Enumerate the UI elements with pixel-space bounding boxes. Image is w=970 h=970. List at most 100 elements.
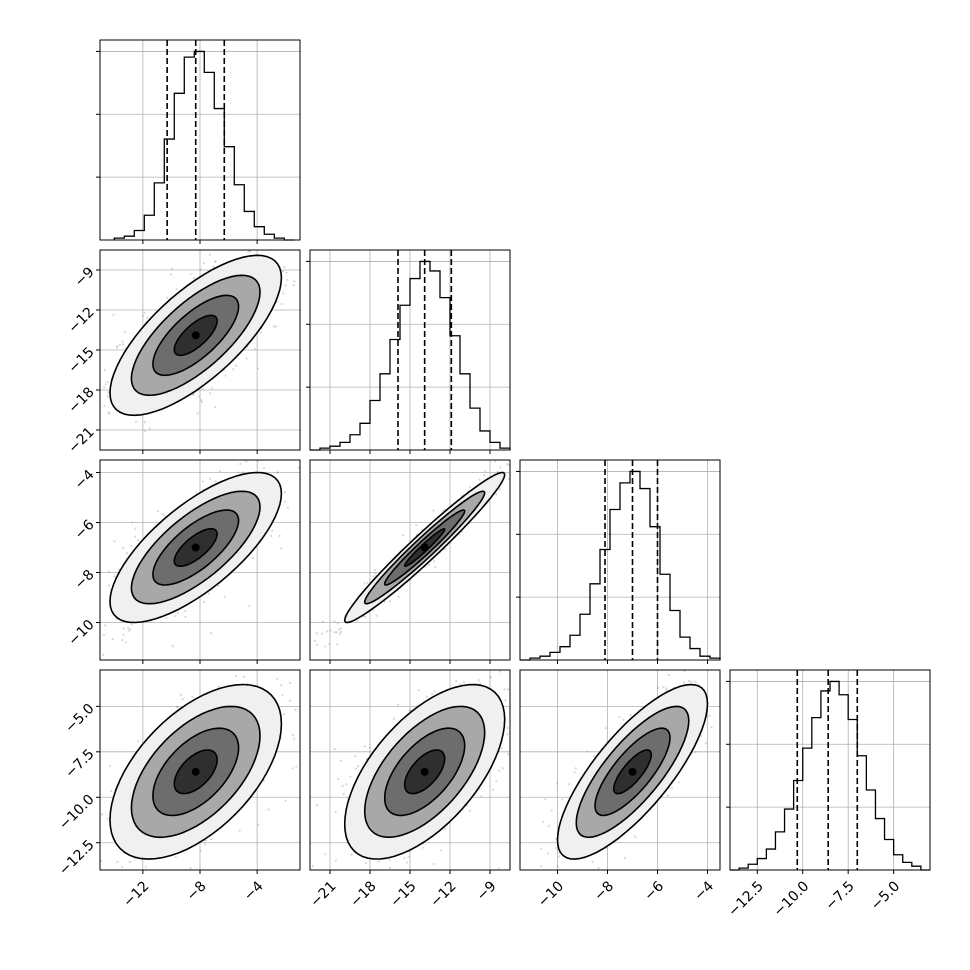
pair-3-2-sample (708, 714, 711, 717)
pair-3-0-sample (93, 776, 95, 778)
pair-1-0-sample (108, 412, 111, 415)
pair-3-2-sample (540, 886, 542, 888)
yaxis-1-label-2: −15 (65, 344, 97, 376)
pair-3-1-sample (342, 793, 345, 796)
pair-3-1-sample (339, 759, 342, 762)
pair-2-1-sample (434, 566, 437, 569)
pair-3-0-sample (294, 708, 297, 711)
pair-2-1-sample (366, 581, 369, 584)
pair-1-0-sample (107, 411, 110, 414)
pair-2-1-sample (427, 563, 430, 566)
pair-2-0-sample (278, 534, 281, 537)
pair-1-0-sample (280, 302, 283, 306)
pair-1-0-sample (106, 394, 109, 398)
pair-3-1-sample (498, 769, 501, 772)
pair-2-1-sample (432, 560, 436, 563)
pair-3-0-sample (109, 764, 112, 767)
pair-1-0-sample (148, 427, 151, 430)
pair-3-0-sample (242, 675, 246, 678)
pair-1-0-sample (134, 420, 138, 424)
pair-3-2-sample (593, 754, 596, 758)
pair-3-0-sample (144, 865, 147, 868)
pair-2-1-sample (421, 528, 424, 531)
pair-1-0-sample (245, 357, 248, 360)
pair-2-1-sample (374, 572, 377, 575)
xaxis-2-label-1: −8 (591, 878, 617, 904)
pair-3-0-sample (203, 843, 207, 846)
pair-2-0-sample (92, 603, 94, 605)
pair-2-1-sample (506, 463, 509, 466)
pair-3-1-sample (354, 755, 357, 758)
hist-2-steps (520, 470, 721, 661)
pair-1-0-sample (302, 258, 304, 260)
pair-3-2-peak (628, 767, 637, 776)
yaxis-2-label-1: −8 (72, 567, 98, 593)
pair-3-2-sample (716, 665, 718, 667)
pair-3-2-sample (704, 742, 707, 745)
pair-1-0-sample (200, 400, 204, 404)
pair-1-0-sample (268, 241, 270, 243)
pair-3-2-sample (629, 713, 632, 717)
pair-2-0-sample (171, 645, 174, 648)
pair-3-1-sample (546, 721, 548, 723)
xaxis-0-label-0: −12 (120, 878, 152, 910)
pair-3-2-sample (682, 681, 685, 684)
pair-1-0-sample (208, 253, 211, 256)
pair-1-0-sample (320, 308, 322, 310)
pair-1-0-sample (282, 292, 285, 295)
pair-2-0-sample (217, 584, 220, 588)
pair-panel-2-0 (62, 459, 301, 661)
pair-1-0-sample (268, 248, 270, 250)
pair-1-0-sample (143, 429, 147, 433)
pair-2-1-sample (499, 466, 502, 469)
pair-3-1-sample (559, 696, 561, 698)
pair-3-2-sample (750, 678, 752, 680)
pair-2-1-sample (333, 620, 336, 623)
pair-3-1-sample (368, 746, 372, 750)
yaxis-3-label-1: −10.0 (56, 792, 98, 834)
pair-3-0-sample (291, 733, 294, 737)
pair-3-1-sample (337, 777, 340, 781)
pair-3-1-sample (316, 804, 319, 807)
pair-3-1-sample (407, 855, 410, 858)
pair-1-0-sample (116, 346, 119, 349)
pair-3-0-sample (276, 677, 279, 680)
hist-panel-3 (726, 669, 931, 871)
pair-3-1-sample (363, 745, 366, 748)
pair-1-0-sample (202, 261, 205, 265)
yaxis-3-label-3: −5.0 (62, 701, 97, 736)
pair-3-2-sample (618, 716, 621, 719)
xaxis-1-label-3: −12 (427, 878, 459, 910)
pair-2-1-sample (441, 509, 445, 512)
pair-3-0-sample (253, 662, 255, 664)
pair-3-1-sample (497, 867, 500, 870)
pair-3-2-sample (561, 798, 564, 801)
pair-3-1-sample (443, 827, 447, 830)
pair-3-2-sample (539, 847, 543, 850)
pair-3-0-sample (217, 685, 220, 688)
pair-1-0-sample (107, 391, 110, 394)
pair-2-1-sample (363, 582, 366, 585)
pair-1-0-sample (143, 421, 147, 424)
pair-3-1-sample (395, 883, 397, 885)
pair-1-0-sample (143, 311, 146, 314)
pair-3-0-sample (280, 684, 283, 687)
pair-2-1-sample (336, 622, 339, 625)
hist-panel-2 (516, 459, 721, 661)
pair-2-0-sample (62, 627, 64, 629)
xaxis-0-label-2: −4 (241, 878, 267, 904)
pair-2-0-sample (236, 471, 240, 474)
pair-1-0-sample (313, 256, 315, 258)
xaxis-1-label-4: −9 (474, 878, 500, 904)
pair-3-1-sample (477, 679, 480, 682)
pair-2-0-sample (87, 613, 89, 615)
pair-2-0-sample (283, 500, 287, 503)
pair-2-1-sample (478, 478, 481, 481)
pair-3-2-sample (694, 750, 697, 754)
pair-3-1-sample (324, 853, 327, 856)
pair-3-0-sample (308, 666, 310, 668)
pair-2-1-sample (507, 478, 510, 481)
pair-3-2-sample (564, 929, 566, 931)
pair-3-1-sample (405, 861, 409, 864)
pair-3-1-sample (503, 688, 506, 691)
